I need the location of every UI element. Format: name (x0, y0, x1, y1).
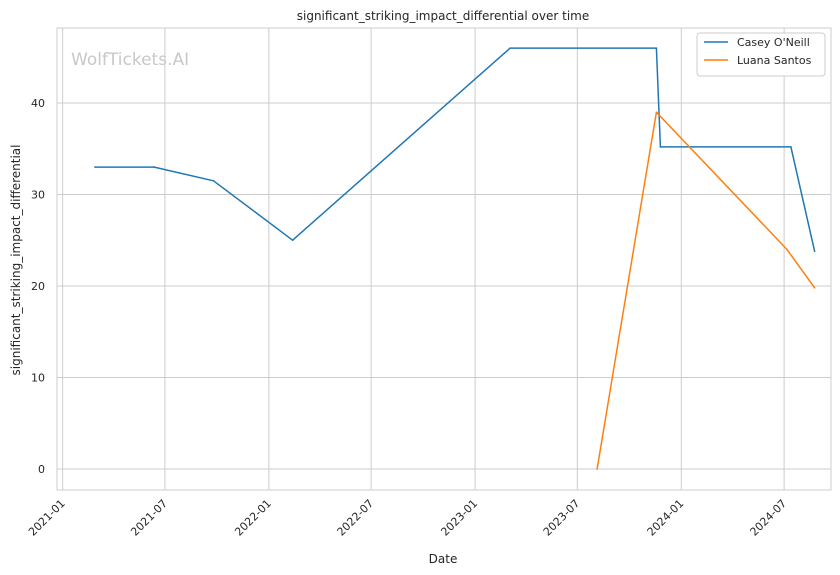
data-point (813, 250, 816, 253)
y-tick-label: 10 (31, 371, 45, 384)
y-tick-label: 0 (38, 463, 45, 476)
data-point (655, 47, 658, 49)
x-tick-label: 2023-01 (438, 497, 480, 539)
grid (57, 28, 831, 490)
x-tick-label: 2024-01 (645, 497, 687, 539)
plot-area (56, 27, 832, 491)
x-axis-label: Date (429, 552, 458, 566)
series-layer (94, 47, 816, 470)
data-point (659, 146, 662, 148)
x-tick-label: 2022-07 (335, 497, 377, 539)
legend: Casey O'Neill Luana Santos (696, 32, 826, 77)
y-tick-label: 40 (31, 97, 45, 110)
legend-box (696, 32, 826, 77)
x-tick-label: 2021-01 (26, 497, 68, 539)
y-tick-label: 30 (31, 189, 45, 202)
data-point (291, 239, 294, 242)
data-point (212, 179, 215, 182)
data-point (813, 287, 816, 289)
x-tick-label: 2023-07 (541, 497, 583, 539)
x-tick-label: 2022-01 (232, 497, 274, 539)
x-tick-label: 2021-07 (128, 497, 170, 539)
y-axis-label: significant_striking_impact_differential (9, 145, 23, 376)
data-point (509, 47, 511, 49)
data-point (94, 166, 96, 168)
x-tick-label: 2024-07 (748, 497, 790, 539)
data-point (596, 468, 598, 470)
watermark: WolfTickets.AI (71, 50, 189, 70)
legend-label: Luana Santos (737, 54, 812, 67)
data-point (153, 166, 155, 168)
data-point (655, 111, 658, 113)
series-line-1 (596, 111, 816, 470)
data-point (790, 146, 792, 148)
data-point (786, 248, 788, 251)
y-tick-label: 20 (31, 280, 45, 293)
chart-title: significant_striking_impact_differential… (297, 9, 589, 23)
legend-label: Casey O'Neill (737, 36, 810, 49)
y-axis-ticks: 0 10 20 30 40 (31, 97, 45, 476)
x-axis-ticks: 2021-01 2021-07 2022-01 2022-07 2023-01 2023-… (26, 497, 789, 539)
